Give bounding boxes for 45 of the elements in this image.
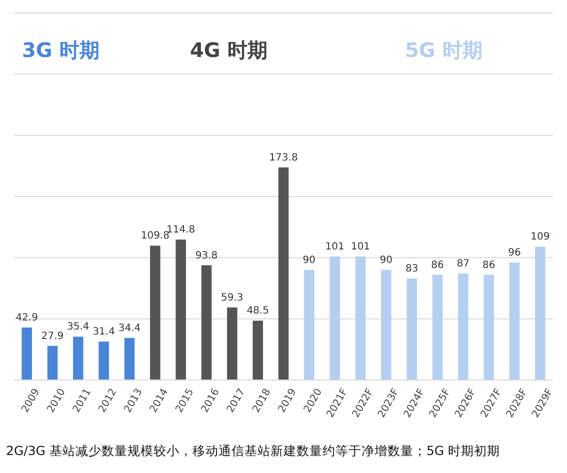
bar <box>252 320 263 380</box>
annotation: 4G 时期 <box>190 38 268 62</box>
bar <box>22 328 32 380</box>
data-label: 109.8 <box>140 230 170 242</box>
bar <box>406 278 417 380</box>
data-label: 86 <box>482 260 496 271</box>
bar <box>458 274 468 380</box>
data-label: 93.8 <box>195 250 218 262</box>
text: 2G/3G 基站减少数量规模较小，移动通信基站新建数量约等于净增数量；5G 时期初期 <box>6 443 500 458</box>
bar <box>124 338 135 380</box>
bar <box>484 274 494 380</box>
data-label: 34.4 <box>118 322 141 334</box>
bar <box>47 346 58 380</box>
bar <box>150 246 160 380</box>
annotation: 5G 时期 <box>405 38 482 62</box>
bar <box>432 274 443 380</box>
data-label: 86 <box>431 260 444 271</box>
bar <box>176 240 186 380</box>
data-label: 87 <box>456 258 470 270</box>
bar <box>509 262 520 380</box>
bar <box>227 307 238 380</box>
bar <box>73 336 84 380</box>
annotation: 3G 时期 <box>22 38 100 62</box>
data-label: 59.3 <box>221 292 244 304</box>
bar <box>201 265 212 380</box>
data-label: 173.8 <box>269 152 298 164</box>
data-label: 90 <box>380 254 393 266</box>
data-label: 96 <box>508 248 521 259</box>
data-label: 90 <box>302 254 316 266</box>
bar <box>381 270 392 380</box>
bar <box>278 167 289 380</box>
bar <box>355 256 366 380</box>
data-label: 83 <box>405 263 418 274</box>
data-label: 101 <box>350 241 370 252</box>
data-label: 109 <box>530 232 550 243</box>
data-label: 27.9 <box>41 330 64 342</box>
data-label: 101 <box>325 241 344 252</box>
bar <box>98 342 109 380</box>
data-label: 48.5 <box>246 306 269 317</box>
bar <box>330 256 340 380</box>
data-label: 31.4 <box>92 326 115 338</box>
data-label: 42.9 <box>16 312 38 324</box>
data-label: 35.4 <box>67 322 90 333</box>
bar <box>304 270 314 380</box>
bar <box>535 246 546 380</box>
